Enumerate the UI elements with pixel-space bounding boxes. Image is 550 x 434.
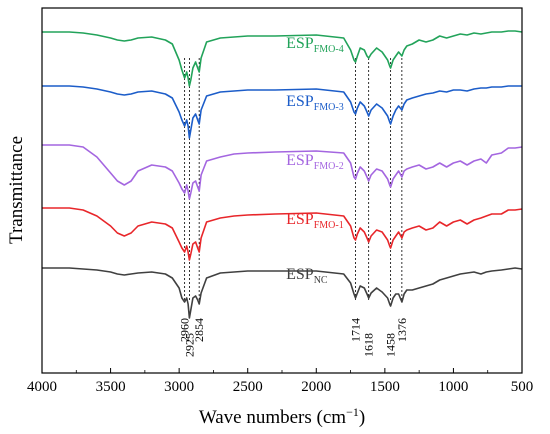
reference-label-1714: 1714: [349, 318, 363, 342]
series-line-fmo-1: [42, 207, 523, 261]
x-tick-label-3500: 3500: [96, 379, 126, 395]
x-tick-label-3000: 3000: [164, 379, 194, 395]
series-label-fmo-4: ESPFMO-4: [286, 35, 344, 55]
series-line-fmo-2: [42, 144, 523, 200]
x-axis: 4000 3500 3000 2500 2000 1500 1000 500: [27, 368, 533, 395]
x-tick-label-2000: 2000: [301, 379, 331, 395]
x-tick-label-1000: 1000: [438, 379, 468, 395]
x-axis-label: Wave numbers (cm−1): [199, 405, 365, 428]
reference-label-2925: 2925: [182, 333, 196, 357]
reference-label-1618: 1618: [362, 333, 376, 357]
series-label-fmo-3: ESPFMO-3: [286, 93, 344, 113]
series-label-fmo-1: ESPFMO-1: [286, 211, 344, 231]
series-line-nc: [42, 267, 523, 319]
series-line-fmo-4: [42, 30, 523, 87]
x-tick-label-500: 500: [511, 379, 534, 395]
x-tick-label-2500: 2500: [233, 379, 263, 395]
series-label-fmo-2: ESPFMO-2: [286, 152, 344, 172]
y-axis-label: Transmittance: [6, 136, 27, 244]
plot-frame: [41, 7, 523, 374]
reference-label-1376: 1376: [395, 318, 409, 342]
reference-label-2854: 2854: [192, 318, 206, 342]
x-tick-label-1500: 1500: [370, 379, 400, 395]
reference-label-1458: 1458: [384, 333, 398, 357]
series-line-fmo-3: [42, 85, 522, 139]
series-label-nc: ESPNC: [286, 266, 328, 286]
reference-label-2960: 2960: [178, 318, 192, 342]
x-tick-label-4000: 4000: [27, 379, 57, 395]
